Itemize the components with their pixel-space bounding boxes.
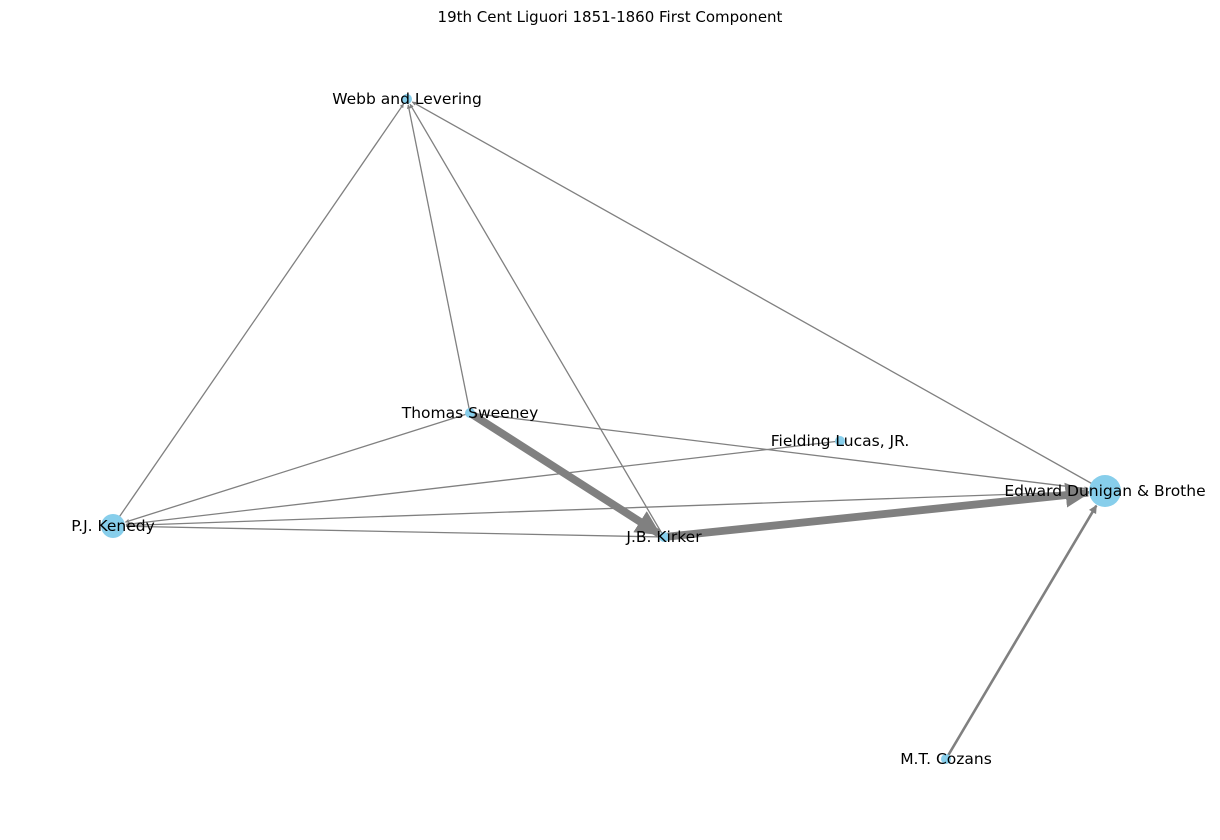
node-webb (402, 94, 412, 104)
edges-layer (112, 101, 1106, 760)
node-label-cozans: M.T. Cozans (900, 750, 992, 768)
node-lucas (835, 436, 845, 446)
node-cozans (941, 754, 951, 764)
edge-dunigan-to-webb (411, 101, 1106, 492)
node-label-kirker: J.B. Kirker (625, 528, 702, 546)
node-label-kenedy: P.J. Kenedy (71, 517, 155, 535)
node-label-dunigan: Edward Dunigan & Brothe (1004, 482, 1205, 500)
node-label-sweeney: Thomas Sweeney (401, 404, 539, 422)
edge-lucas-to-kenedy (125, 440, 841, 527)
edge-kenedy-to-webb (112, 103, 405, 527)
node-kenedy (101, 514, 125, 538)
edge-kirker-to-kenedy (125, 524, 665, 538)
edge-sweeney-to-webb (406, 104, 471, 414)
chart-title: 19th Cent Liguori 1851-1860 First Compon… (438, 8, 783, 26)
labels-layer: Webb and Levering Thomas Sweeney Fielding … (71, 90, 1205, 768)
edge-sweeney-to-kenedy (124, 412, 471, 523)
node-label-lucas: Fielding Lucas, JR. (771, 432, 910, 450)
edge-kirker-to-dunigan (663, 482, 1091, 541)
nodes-layer (101, 94, 1121, 764)
node-sweeney (465, 408, 475, 418)
edge-cozans-to-dunigan (944, 504, 1098, 760)
edge-kirker-to-webb (409, 103, 665, 538)
node-dunigan (1089, 475, 1121, 507)
node-kirker (659, 532, 669, 542)
edge-sweeney-to-kirker (467, 409, 662, 538)
edge-sweeney-to-dunigan (469, 412, 1089, 491)
node-label-webb: Webb and Levering (332, 90, 482, 108)
